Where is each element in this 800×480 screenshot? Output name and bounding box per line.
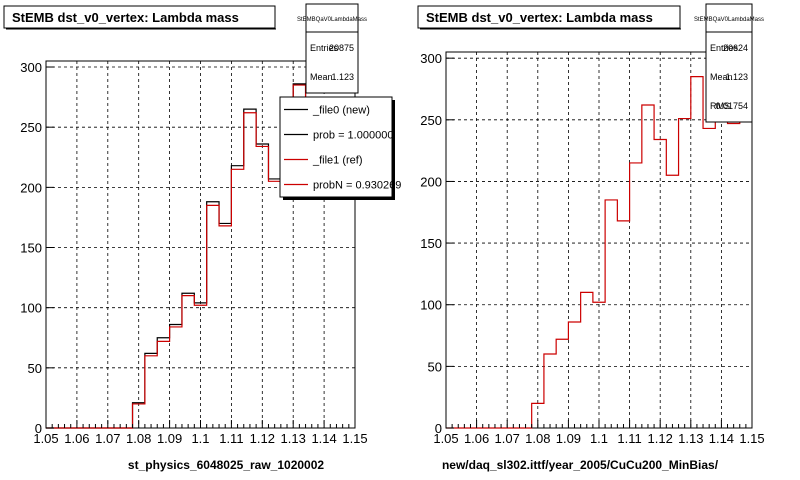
y-tick-label: 100: [420, 298, 442, 313]
x-tick-label: 1.1: [590, 431, 608, 446]
legend-label: prob = 1.000000: [313, 130, 393, 142]
x-tick-label: 1.11: [617, 431, 641, 446]
x-tick-label: 1.08: [525, 431, 550, 446]
y-tick-label: 0: [435, 421, 442, 436]
legend-box: [279, 96, 393, 198]
chart-panel-2: 1.05 1.06 1.07 1.08 1.09 1.1 1.11 1.12 1.13 1.14 1…: [417, 3, 765, 472]
y-tick-label: 150: [420, 236, 442, 251]
legend-label: probN = 0.930269: [313, 180, 401, 192]
x-tick-label: 1.08: [126, 431, 151, 446]
x-tick-label: 1.09: [556, 431, 581, 446]
y-tick-label: 50: [28, 361, 42, 376]
legend-label: _file1 (ref): [312, 155, 363, 167]
y-tick-label: 250: [420, 113, 442, 128]
x-tick-label: 1.12: [250, 431, 275, 446]
x-tick-label: 1.1: [191, 431, 209, 446]
x-tick-label: 1.15: [342, 431, 367, 446]
x-tick-label: 1.07: [95, 431, 120, 446]
x-tick-label: 1.14: [311, 431, 336, 446]
stats-value: 1.123: [331, 72, 354, 82]
stats-value: 20624: [723, 43, 748, 53]
y-tick-label: 300: [420, 51, 442, 66]
legend-label: _file0 (new): [312, 105, 370, 117]
stats-label: RMS: [710, 101, 730, 111]
x-tick-label: 1.06: [64, 431, 89, 446]
y-tick-label: 0: [35, 421, 42, 436]
stats-label: Entries: [310, 43, 339, 53]
chart-panel-1: 1.05 1.06 1.07 1.08 1.09 1.1 1.11 1.12 1.13 1.14 1…: [3, 3, 401, 472]
stats-label: Mean: [310, 72, 333, 82]
y-tick-label: 50: [428, 359, 442, 374]
stats-value: 20875: [329, 43, 354, 53]
stats-value: 1.123: [725, 72, 748, 82]
stats-title: StEMBQaV0LambdaMass: [297, 17, 367, 23]
y-tick-label: 200: [20, 180, 42, 195]
x-tick-label: 1.14: [709, 431, 734, 446]
x-tick-label: 1.09: [157, 431, 182, 446]
x-axis-label: st_physics_6048025_raw_1020002: [128, 458, 324, 472]
stats-label: Entries: [710, 43, 739, 53]
stats-title: StEMBQaV0LambdaMass: [694, 17, 764, 23]
chart-title: StEMB dst_v0_vertex: Lambda mass: [12, 10, 239, 25]
stats-value: 0.01754: [715, 101, 748, 111]
x-axis-label: new/daq_sl302.ittf/year_2005/CuCu200_Min…: [442, 458, 719, 472]
x-tick-label: 1.12: [648, 431, 673, 446]
y-tick-label: 300: [20, 60, 42, 75]
x-tick-label: 1.05: [33, 431, 58, 446]
chart-title: StEMB dst_v0_vertex: Lambda mass: [426, 10, 653, 25]
chart-title-box: [3, 5, 276, 29]
stats-box: [705, 3, 753, 123]
y-tick-label: 200: [420, 174, 442, 189]
stats-box: [305, 3, 359, 94]
x-tick-label: 1.06: [464, 431, 489, 446]
histogram-series-1: [446, 76, 752, 429]
y-tick-label: 100: [20, 301, 42, 316]
x-tick-label: 1.13: [678, 431, 703, 446]
x-tick-label: 1.15: [739, 431, 764, 446]
x-tick-label: 1.07: [495, 431, 520, 446]
y-tick-label: 150: [20, 241, 42, 256]
stats-label: Mean: [710, 72, 733, 82]
x-tick-label: 1.05: [433, 431, 458, 446]
chart-title-box: [417, 5, 681, 29]
y-tick-label: 250: [20, 120, 42, 135]
x-tick-label: 1.13: [281, 431, 306, 446]
x-tick-label: 1.11: [219, 431, 243, 446]
